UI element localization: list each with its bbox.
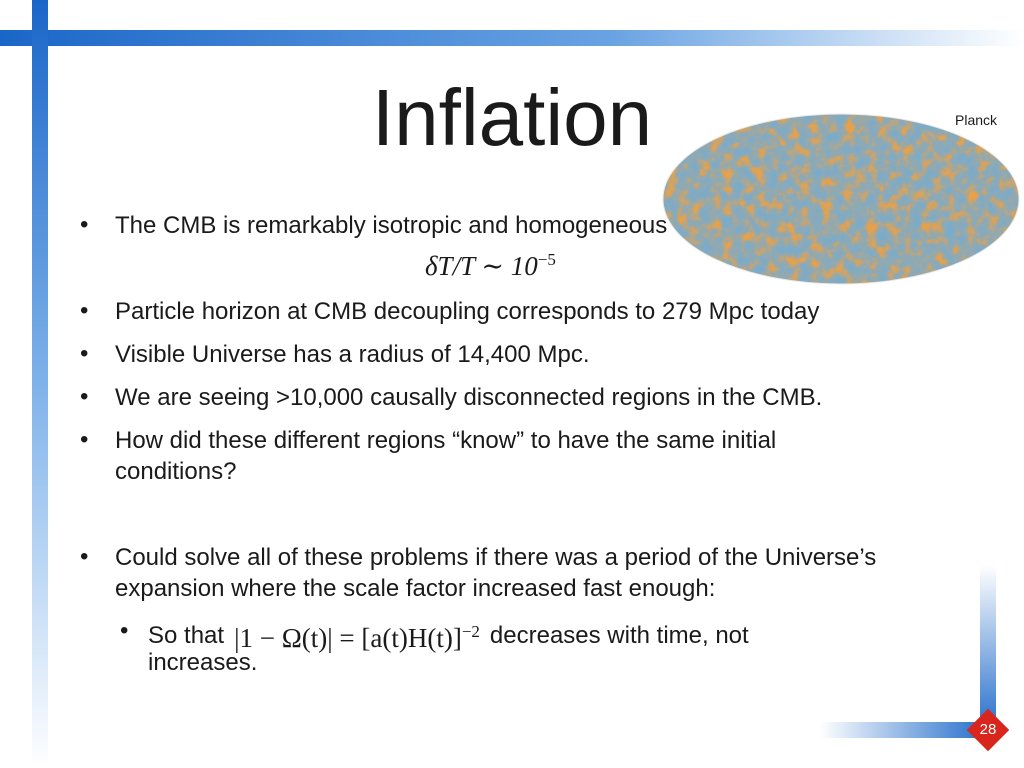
equation-exponent: −5 — [537, 250, 556, 269]
bullet-text: Particle horizon at CMB decoupling corre… — [115, 298, 820, 325]
equation-base: |1 − Ω(t)| = [a(t)H(t)] — [234, 623, 462, 653]
bullet-dot: • — [80, 211, 89, 238]
bullet-text: How did these different regions “know” t… — [115, 427, 777, 454]
bullet-dot: • — [80, 543, 89, 570]
sub-bullet-text: So that — [148, 621, 225, 649]
sub-equation: |1 − Ω(t)| = [a(t)H(t)]−2 — [234, 616, 480, 654]
equation: δT/T ∼ 10−5 — [425, 250, 556, 282]
sub-bullet: So that |1 − Ω(t)| = [a(t)H(t)]−2 decrea… — [148, 616, 749, 654]
page-number: 28 — [979, 721, 997, 738]
sub-bullet-text: decreases with time, not — [489, 621, 749, 649]
equation-exponent: −2 — [461, 622, 480, 641]
bullet-text: The CMB is remarkably isotropic and homo… — [115, 212, 668, 239]
bullet-text: We are seeing >10,000 causally disconnec… — [115, 384, 823, 411]
sub-bullet-continuation: increases. — [148, 649, 258, 676]
bullet-dot: • — [80, 340, 89, 367]
title: Inflation — [371, 73, 653, 162]
bullet-text: conditions? — [115, 458, 237, 485]
bullet-text: Visible Universe has a radius of 14,400 … — [115, 341, 590, 368]
bullet-dot: • — [80, 297, 89, 324]
bullet-dot: • — [80, 383, 89, 410]
image-label: Planck — [955, 112, 998, 128]
bullet-dot: • — [120, 617, 129, 644]
bullet-text: expansion where the scale factor increas… — [115, 575, 716, 602]
bullet-text: Could solve all of these problems if the… — [115, 544, 877, 571]
equation-base: δT/T ∼ 10 — [425, 251, 538, 281]
bullet-dot: • — [80, 426, 89, 453]
